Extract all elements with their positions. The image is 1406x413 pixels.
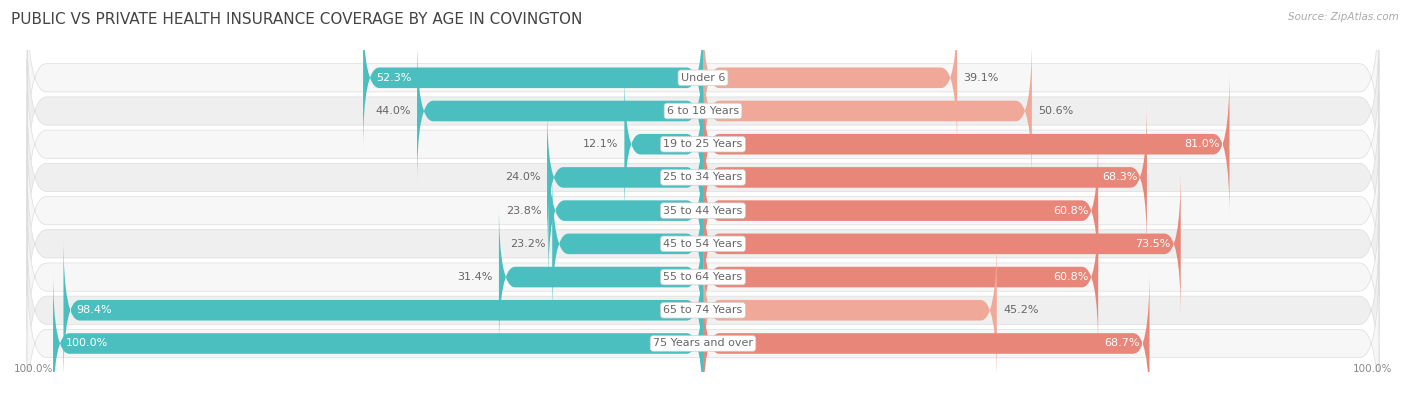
Text: 60.8%: 60.8% (1053, 206, 1088, 216)
Text: 6 to 18 Years: 6 to 18 Years (666, 106, 740, 116)
Text: 52.3%: 52.3% (375, 73, 412, 83)
Text: Source: ZipAtlas.com: Source: ZipAtlas.com (1288, 12, 1399, 22)
FancyBboxPatch shape (418, 38, 703, 184)
FancyBboxPatch shape (703, 237, 997, 383)
FancyBboxPatch shape (27, 125, 1379, 296)
Text: 45.2%: 45.2% (1004, 305, 1039, 315)
FancyBboxPatch shape (703, 271, 1150, 413)
FancyBboxPatch shape (703, 104, 1147, 250)
FancyBboxPatch shape (499, 204, 703, 350)
FancyBboxPatch shape (624, 71, 703, 217)
FancyBboxPatch shape (703, 138, 1098, 283)
Text: 65 to 74 Years: 65 to 74 Years (664, 305, 742, 315)
Text: 31.4%: 31.4% (457, 272, 492, 282)
FancyBboxPatch shape (27, 92, 1379, 263)
Text: 81.0%: 81.0% (1184, 139, 1219, 149)
Text: 45 to 54 Years: 45 to 54 Years (664, 239, 742, 249)
Text: 39.1%: 39.1% (963, 73, 1000, 83)
FancyBboxPatch shape (553, 171, 703, 317)
FancyBboxPatch shape (27, 59, 1379, 230)
FancyBboxPatch shape (27, 258, 1379, 413)
Text: 19 to 25 Years: 19 to 25 Years (664, 139, 742, 149)
Text: 60.8%: 60.8% (1053, 272, 1088, 282)
Text: 100.0%: 100.0% (14, 364, 53, 374)
FancyBboxPatch shape (703, 171, 1181, 317)
Text: 100.0%: 100.0% (66, 339, 108, 349)
FancyBboxPatch shape (63, 237, 703, 383)
Text: 12.1%: 12.1% (582, 139, 617, 149)
Text: 100.0%: 100.0% (1353, 364, 1392, 374)
Text: 35 to 44 Years: 35 to 44 Years (664, 206, 742, 216)
FancyBboxPatch shape (27, 158, 1379, 329)
FancyBboxPatch shape (703, 5, 957, 150)
Text: 73.5%: 73.5% (1136, 239, 1171, 249)
Text: 68.3%: 68.3% (1102, 172, 1137, 183)
FancyBboxPatch shape (27, 192, 1379, 363)
FancyBboxPatch shape (27, 225, 1379, 396)
Text: 23.2%: 23.2% (510, 239, 546, 249)
FancyBboxPatch shape (703, 71, 1229, 217)
Text: 25 to 34 Years: 25 to 34 Years (664, 172, 742, 183)
Text: 55 to 64 Years: 55 to 64 Years (664, 272, 742, 282)
FancyBboxPatch shape (53, 271, 703, 413)
Text: 23.8%: 23.8% (506, 206, 541, 216)
FancyBboxPatch shape (363, 5, 703, 150)
Text: 68.7%: 68.7% (1104, 339, 1140, 349)
Text: 75 Years and over: 75 Years and over (652, 339, 754, 349)
Text: 44.0%: 44.0% (375, 106, 411, 116)
Text: 24.0%: 24.0% (505, 172, 540, 183)
Text: Under 6: Under 6 (681, 73, 725, 83)
Text: 50.6%: 50.6% (1039, 106, 1074, 116)
Text: 98.4%: 98.4% (76, 305, 112, 315)
FancyBboxPatch shape (27, 26, 1379, 197)
Text: PUBLIC VS PRIVATE HEALTH INSURANCE COVERAGE BY AGE IN COVINGTON: PUBLIC VS PRIVATE HEALTH INSURANCE COVER… (11, 12, 582, 27)
FancyBboxPatch shape (703, 204, 1098, 350)
FancyBboxPatch shape (27, 0, 1379, 163)
FancyBboxPatch shape (547, 104, 703, 250)
FancyBboxPatch shape (703, 38, 1032, 184)
FancyBboxPatch shape (548, 138, 703, 283)
